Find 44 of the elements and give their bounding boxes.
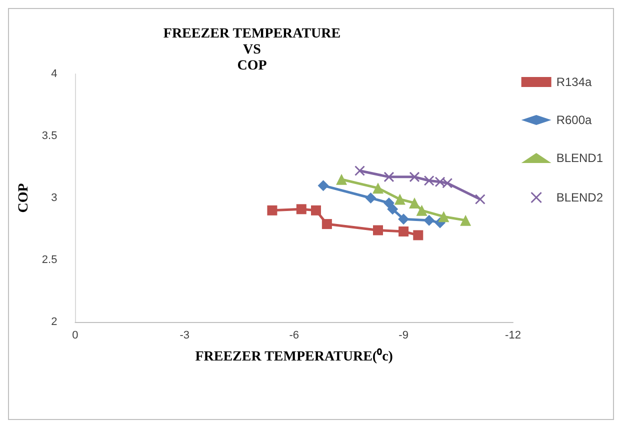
x-axis-title: FREEZER TEMPERATURE(⁰c) xyxy=(195,348,394,364)
legend-label: BLEND1 xyxy=(556,151,604,165)
point xyxy=(336,174,348,185)
x-tick-label: -6 xyxy=(289,330,299,342)
x-tick-label: 0 xyxy=(72,330,78,342)
point xyxy=(460,214,472,226)
point xyxy=(322,219,332,230)
point xyxy=(365,192,376,204)
point xyxy=(318,180,329,192)
legend-label: R600a xyxy=(556,113,592,127)
point xyxy=(310,205,321,216)
point xyxy=(372,182,384,194)
point xyxy=(373,225,384,236)
x-tick-label: -3 xyxy=(180,330,190,342)
legend-label: R134a xyxy=(556,75,592,89)
point xyxy=(424,214,435,226)
point xyxy=(354,165,366,176)
y-tick-label: 4 xyxy=(51,68,58,80)
point xyxy=(398,214,410,225)
y-tick-label: 3.5 xyxy=(42,130,58,142)
point xyxy=(413,230,424,240)
point xyxy=(384,172,394,182)
point xyxy=(424,175,434,186)
y-axis-title: COP xyxy=(16,182,32,213)
point xyxy=(434,176,446,188)
chart-title: FREEZER TEMPERATURE VS COP xyxy=(163,26,341,74)
point xyxy=(267,205,278,216)
point xyxy=(394,194,406,205)
legend-label: BLEND2 xyxy=(556,190,604,204)
point xyxy=(387,204,398,215)
point xyxy=(438,211,450,222)
y-tick-label: 2 xyxy=(51,316,58,328)
point xyxy=(409,172,420,182)
x-tick-label: -12 xyxy=(505,330,521,342)
point xyxy=(296,204,306,214)
point xyxy=(416,204,428,216)
point xyxy=(398,226,409,236)
point xyxy=(442,178,453,188)
point xyxy=(408,197,420,208)
y-tick-label: 3 xyxy=(51,192,58,204)
point xyxy=(383,197,394,208)
x-tick-label: -9 xyxy=(398,330,408,342)
y-tick-label: 2.5 xyxy=(42,254,58,266)
point xyxy=(474,194,486,204)
